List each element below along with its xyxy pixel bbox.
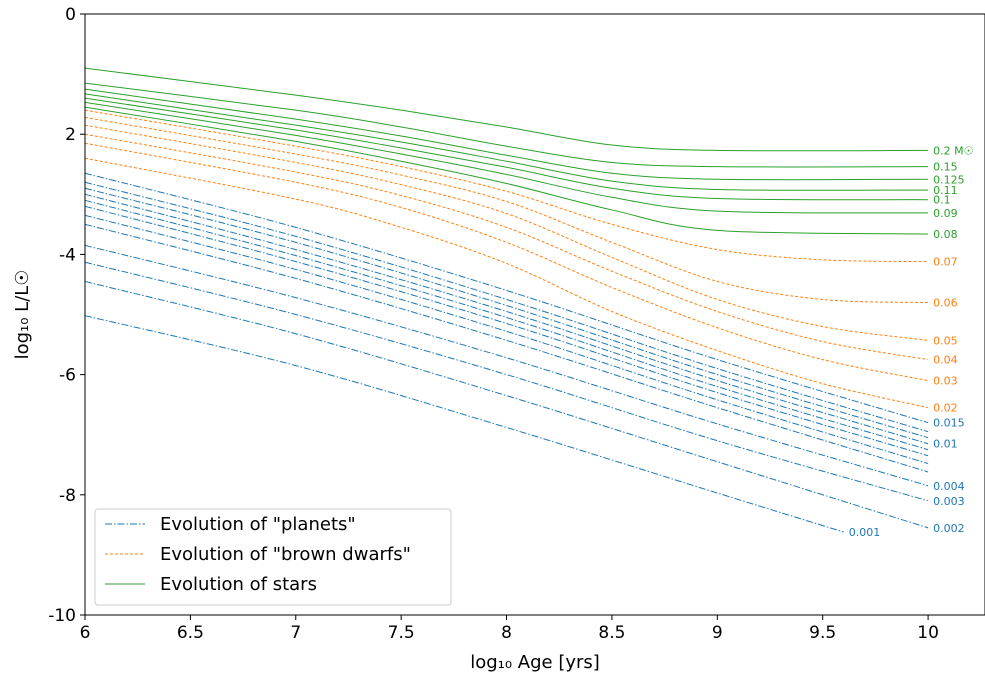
series-line-planets-16 <box>84 193 929 445</box>
series-end-label: 0.11 <box>933 184 958 197</box>
series-line-planets-20 <box>84 223 929 473</box>
x-tick-label: 6.5 <box>177 623 204 643</box>
series-end-label: 0.02 <box>933 402 958 415</box>
series-end-label: 0.2 M☉ <box>933 144 973 157</box>
series-end-label: 0.05 <box>933 334 958 347</box>
series-line-stars-5 <box>84 101 929 214</box>
x-tick-label: 8.5 <box>598 623 625 643</box>
x-tick-label: 8 <box>501 623 512 643</box>
series-end-label: 0.003 <box>933 495 965 508</box>
series-end-label: 0.04 <box>933 354 958 367</box>
x-axis-label: log₁₀ Age [yrs] <box>470 652 600 673</box>
series-end-label: 0.08 <box>933 228 958 241</box>
legend-label: Evolution of "brown dwarfs" <box>160 544 411 565</box>
series-end-label: 0.125 <box>933 173 965 186</box>
y-tick-label: -8 <box>59 486 76 506</box>
x-tick-label: 10 <box>917 623 939 643</box>
series-line-brown_dwarfs-7 <box>84 109 929 263</box>
series-end-label: 0.015 <box>933 417 965 430</box>
series-line-planets-22 <box>84 261 929 502</box>
series-end-label: 0.1 <box>933 194 951 207</box>
series-line-planets-15 <box>84 187 929 439</box>
series-line-planets-24 <box>84 315 844 533</box>
series-line-planets-14 <box>84 181 929 433</box>
x-axis-ticks: 6 6.5 7 7.5 8 8.5 9 9.5 10 <box>80 615 939 643</box>
series-line-brown_dwarfs-10 <box>84 133 929 361</box>
series-end-label: 0.06 <box>933 297 958 310</box>
legend: Evolution of "planets" Evolution of "brow… <box>94 508 452 606</box>
series-line-brown_dwarfs-12 <box>84 157 929 409</box>
series-line-brown_dwarfs-9 <box>84 124 929 341</box>
series-line-brown_dwarfs-11 <box>84 142 929 382</box>
series-end-label: 0.09 <box>933 207 958 220</box>
legend-label: Evolution of stars <box>160 574 317 595</box>
x-tick-label: 7 <box>290 623 301 643</box>
y-axis-label: log₁₀ L/L☉ <box>12 270 33 360</box>
y-tick-label: 2 <box>65 125 76 145</box>
series-line-planets-18 <box>84 205 929 457</box>
series-line-stars-2 <box>84 88 929 181</box>
series-line-stars-0 <box>84 67 929 152</box>
series-end-label: 0.001 <box>849 526 881 539</box>
y-tick-label: -10 <box>48 606 76 626</box>
x-tick-label: 9 <box>712 623 723 643</box>
series-end-label: 0.15 <box>933 161 958 174</box>
series-end-label: 0.03 <box>933 375 958 388</box>
series-line-planets-19 <box>84 214 929 465</box>
series-line-planets-21 <box>84 244 929 487</box>
y-axis-ticks: 0 2 -4 -6 -8 -10 <box>48 5 85 626</box>
series-lines <box>84 67 929 533</box>
plot-frame <box>84 13 985 616</box>
series-end-label: 0.07 <box>933 256 958 269</box>
series-end-label: 0.01 <box>933 438 958 451</box>
series-line-stars-1 <box>84 82 929 168</box>
series-line-planets-17 <box>84 199 929 451</box>
y-tick-label: 0 <box>65 5 76 25</box>
series-line-stars-6 <box>84 106 929 235</box>
legend-label: Evolution of "planets" <box>160 514 356 535</box>
x-tick-label: 9.5 <box>809 623 836 643</box>
x-tick-label: 6 <box>80 623 91 643</box>
series-line-planets-23 <box>84 280 929 529</box>
y-tick-label: -6 <box>59 366 76 386</box>
series-end-label: 0.004 <box>933 480 965 493</box>
series-line-brown_dwarfs-8 <box>84 116 929 303</box>
series-line-planets-13 <box>84 172 929 424</box>
series-line-stars-4 <box>84 97 929 201</box>
legend-box <box>94 508 452 606</box>
x-tick-label: 7.5 <box>388 623 415 643</box>
y-tick-label: -4 <box>59 245 76 265</box>
series-line-stars-3 <box>84 93 929 191</box>
series-end-label: 0.002 <box>933 522 965 535</box>
